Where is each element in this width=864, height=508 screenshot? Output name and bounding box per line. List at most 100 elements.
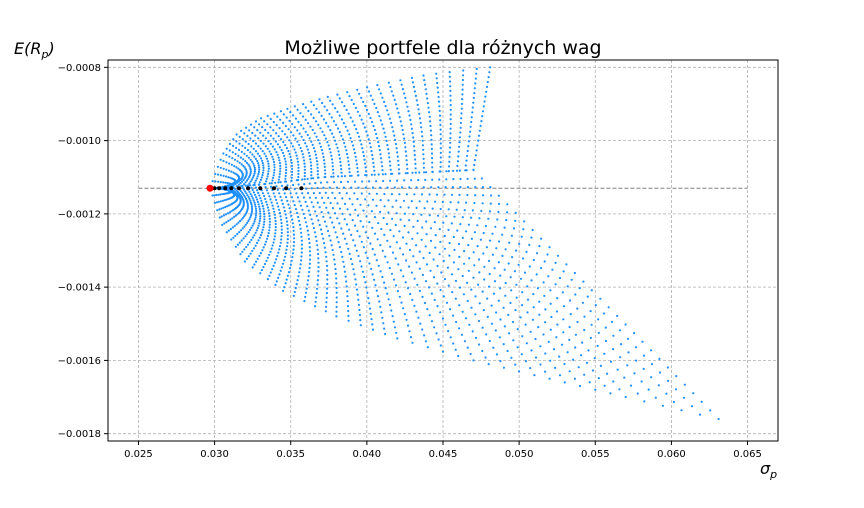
portfolio-point <box>461 78 464 82</box>
portfolio-point <box>493 267 496 270</box>
portfolio-point <box>281 151 285 154</box>
portfolio-point <box>262 223 265 226</box>
portfolio-point <box>293 105 296 108</box>
portfolio-point <box>233 215 236 218</box>
portfolio-point <box>445 215 448 218</box>
portfolio-point <box>576 307 579 310</box>
portfolio-point <box>325 296 328 299</box>
portfolio-point <box>291 218 294 221</box>
portfolio-point <box>300 243 303 246</box>
portfolio-point <box>438 114 442 117</box>
portfolio-point <box>282 188 285 191</box>
x-tick-label: 0.045 <box>429 449 458 460</box>
portfolio-point <box>348 95 351 98</box>
portfolio-point <box>390 272 394 275</box>
portfolio-point <box>314 300 317 303</box>
portfolio-point <box>472 251 475 254</box>
portfolio-point <box>340 227 343 230</box>
portfolio-point <box>395 212 398 215</box>
portfolio-point <box>303 217 306 220</box>
portfolio-point <box>250 205 253 208</box>
portfolio-point <box>277 251 280 254</box>
portfolio-point <box>537 326 540 329</box>
portfolio-point <box>275 151 278 154</box>
portfolio-point <box>370 150 373 153</box>
portfolio-point <box>477 283 480 286</box>
portfolio-point <box>291 256 294 259</box>
portfolio-point <box>360 118 363 121</box>
portfolio-point <box>338 157 341 160</box>
portfolio-point <box>273 195 276 198</box>
portfolio-point <box>399 247 402 250</box>
portfolio-point <box>390 193 393 196</box>
portfolio-point <box>284 125 287 128</box>
portfolio-point <box>347 247 350 250</box>
portfolio-point <box>471 209 474 212</box>
portfolio-point <box>224 213 227 216</box>
portfolio-point <box>407 206 410 209</box>
x-tick-label: 0.025 <box>124 449 153 460</box>
portfolio-point <box>298 223 301 226</box>
portfolio-point <box>267 140 270 143</box>
portfolio-point <box>227 169 231 172</box>
portfolio-point <box>353 273 356 276</box>
portfolio-point <box>448 241 451 245</box>
portfolio-point <box>624 323 627 326</box>
portfolio-point <box>470 237 473 240</box>
portfolio-point <box>317 219 320 222</box>
portfolio-point <box>251 224 254 227</box>
portfolio-point <box>402 253 405 256</box>
portfolio-point <box>300 124 303 127</box>
portfolio-point <box>466 186 469 189</box>
portfolio-point <box>549 302 552 305</box>
portfolio-point <box>452 342 455 345</box>
portfolio-point <box>420 238 423 241</box>
portfolio-point <box>220 207 223 210</box>
portfolio-point <box>261 150 264 153</box>
portfolio-point <box>326 229 330 233</box>
portfolio-point <box>461 93 464 96</box>
portfolio-point <box>242 178 245 182</box>
portfolio-point <box>312 104 315 107</box>
portfolio-point <box>235 146 238 149</box>
portfolio-point <box>228 211 231 214</box>
portfolio-point <box>268 229 271 232</box>
portfolio-point <box>223 199 226 202</box>
portfolio-point <box>241 250 244 253</box>
portfolio-point <box>450 273 454 276</box>
portfolio-point <box>572 358 575 361</box>
portfolio-point <box>698 413 702 416</box>
portfolio-point <box>444 323 447 326</box>
portfolio-point <box>318 98 321 101</box>
portfolio-point <box>373 173 376 176</box>
portfolio-point <box>276 115 279 118</box>
portfolio-point <box>279 195 282 198</box>
portfolio-point <box>262 169 265 172</box>
portfolio-point <box>464 317 468 320</box>
portfolio-point <box>325 255 328 258</box>
portfolio-point <box>512 339 515 342</box>
portfolio-point <box>267 192 270 195</box>
portfolio-point <box>273 261 276 264</box>
portfolio-point <box>412 140 415 143</box>
portfolio-point <box>404 96 407 99</box>
portfolio-point <box>374 284 377 287</box>
highlight-points <box>212 186 304 191</box>
portfolio-point <box>364 162 367 165</box>
portfolio-point <box>650 376 653 379</box>
portfolio-point <box>237 154 240 157</box>
portfolio-point <box>392 235 395 238</box>
portfolio-point <box>657 384 660 387</box>
portfolio-point <box>411 132 414 135</box>
portfolio-point <box>499 360 502 363</box>
portfolio-point <box>463 340 466 343</box>
portfolio-point <box>496 218 499 221</box>
portfolio-point <box>292 229 295 232</box>
portfolio-point <box>424 280 428 283</box>
portfolio-point <box>519 316 522 319</box>
portfolio-point <box>235 140 238 143</box>
portfolio-point <box>484 224 487 228</box>
portfolio-point <box>358 313 361 317</box>
portfolio-point <box>238 142 241 145</box>
portfolio-point <box>387 211 390 214</box>
